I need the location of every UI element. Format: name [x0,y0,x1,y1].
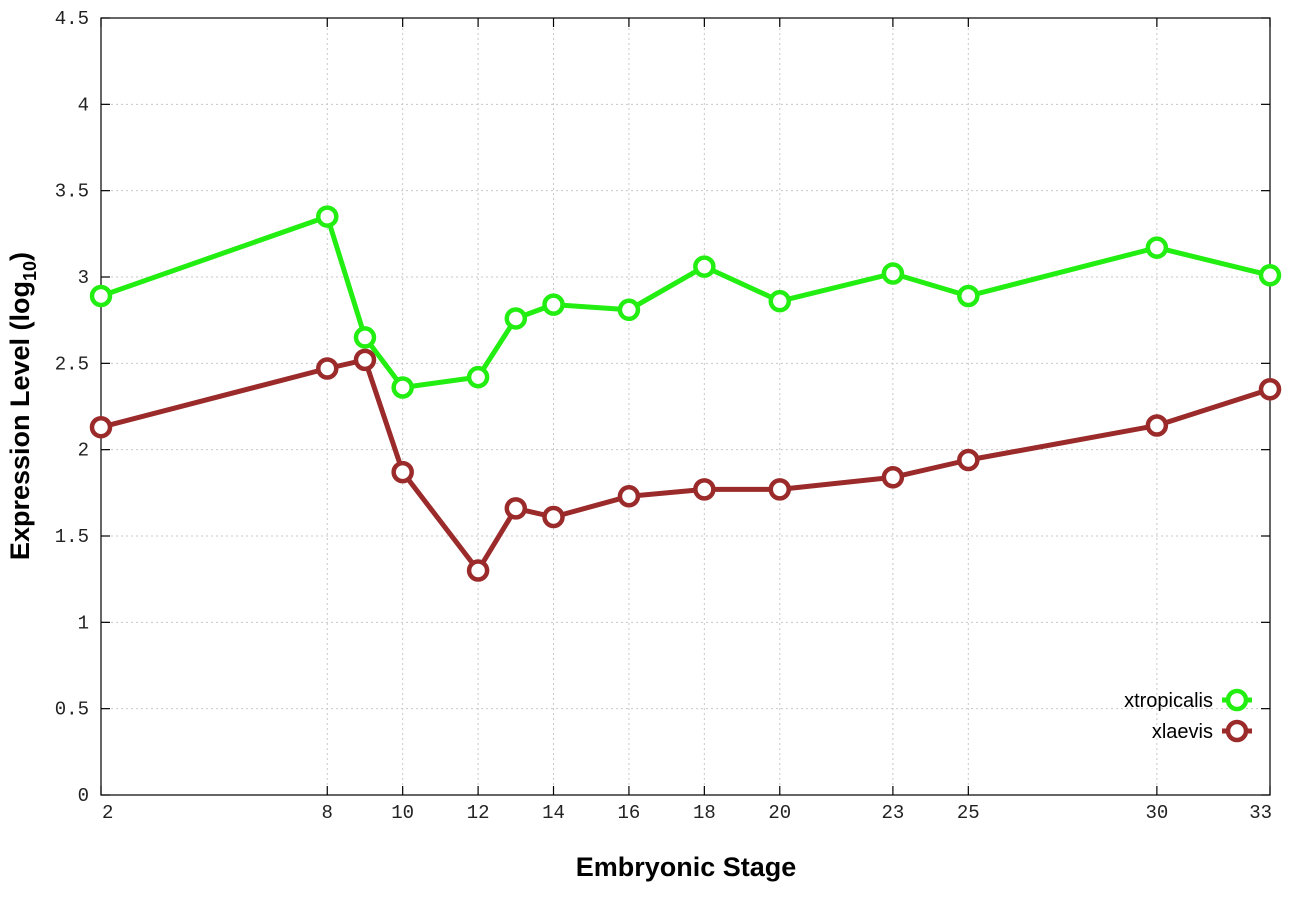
x-tick-label: 25 [957,802,980,824]
x-tick-label: 16 [618,802,641,824]
grid-lines [101,18,1270,795]
y-tick-label: 4.5 [55,8,89,30]
data-point-xtropicalis [504,307,528,330]
data-point-xtropicalis [391,376,414,399]
legend-label-xlaevis: xlaevis [1152,721,1213,743]
series-layer [89,205,1282,582]
axis-ticks: 0 0.5 1 1.5 2 2.5 3 3.5 4 4.5 2 8 10 12 14 16 18 20 23 25 30… [55,8,1272,824]
legend-label-xtropicalis: xtropicalis [1124,690,1213,712]
y-tick-label: 0.5 [55,699,89,721]
y-tick-label: 1.5 [55,526,89,548]
legend-marker-xtropicalis [1225,688,1249,712]
data-point-xtropicalis [957,284,980,308]
y-tick-label: 3.5 [55,181,89,203]
data-point-xlaevis [89,415,113,439]
data-point-xlaevis [768,478,792,501]
y-tick-label: 3 [78,267,89,289]
x-tick-label: 30 [1145,802,1168,824]
y-axis-title-main: Expression Level (log [5,281,35,560]
x-tick-label: 20 [768,802,791,824]
data-point-xtropicalis [1258,264,1282,287]
y-axis-title-close: ) [5,252,35,261]
data-point-xlaevis [881,466,905,489]
data-point-xtropicalis [768,289,792,313]
y-axis-title-subscript: 10 [20,261,40,281]
data-point-xlaevis [353,348,377,372]
legend: xtropicalis xlaevis [1124,688,1252,743]
x-tick-label: 8 [322,802,333,824]
y-tick-label: 1 [78,612,89,634]
plot-frame [100,17,1271,796]
y-tick-label: 4 [78,94,89,116]
y-axis-title: Expression Level (log10) [5,252,40,560]
data-point-xtropicalis [1145,236,1169,259]
x-tick-label: 33 [1249,802,1272,824]
x-tick-label: 10 [391,802,414,824]
data-point-xlaevis [316,357,339,380]
data-point-xlaevis [1145,414,1169,437]
y-tick-label: 0 [78,785,89,807]
data-point-xlaevis [693,478,716,501]
data-point-xtropicalis [693,255,716,278]
x-tick-label: 23 [881,802,904,824]
y-tick-label: 2.5 [55,353,89,375]
data-point-xtropicalis [542,293,565,316]
legend-marker-xlaevis [1225,719,1249,743]
x-axis-title: Embryonic Stage [576,852,797,882]
data-point-xlaevis [391,460,414,484]
x-tick-label: 12 [467,802,490,824]
data-point-xlaevis [504,497,528,520]
data-point-xtropicalis [466,365,490,389]
x-tick-label: 18 [693,802,716,824]
x-tick-label: 2 [102,802,113,824]
data-point-xtropicalis [617,298,641,322]
data-point-xtropicalis [353,326,377,349]
data-point-xtropicalis [316,205,339,228]
data-point-xtropicalis [881,262,905,285]
series-line-xtropicalis [100,214,1271,390]
data-point-xlaevis [466,559,490,582]
data-point-xlaevis [617,485,641,508]
series-line-xlaevis [100,357,1271,573]
y-tick-label: 2 [78,440,89,462]
data-point-xlaevis [542,505,565,529]
x-tick-label: 14 [542,802,565,824]
data-point-xlaevis [957,448,980,472]
data-point-xtropicalis [89,284,113,308]
data-point-xlaevis [1258,377,1282,401]
